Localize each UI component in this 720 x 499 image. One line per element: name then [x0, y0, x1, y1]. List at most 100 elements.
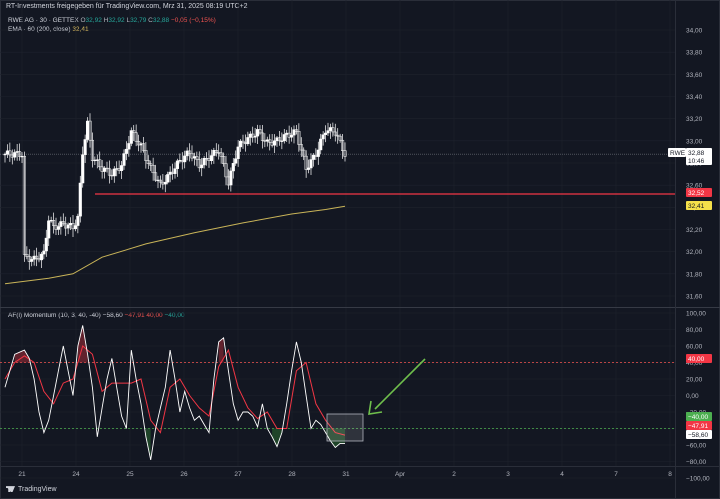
candle — [331, 122, 335, 137]
lower-band-tag: −40,00 — [688, 414, 708, 421]
candle-body — [190, 152, 194, 159]
candle-body — [188, 150, 192, 154]
candle-body — [251, 133, 255, 138]
candle-body — [175, 160, 179, 169]
candle — [246, 131, 250, 146]
candle-body — [3, 153, 7, 156]
candle — [195, 151, 199, 167]
candle — [214, 143, 218, 157]
tradingview-logo[interactable]: TradingView — [6, 486, 57, 493]
price-tick-label: 32,00 — [686, 249, 703, 256]
candle — [154, 164, 158, 182]
candle-body — [8, 150, 12, 156]
candle-body — [18, 151, 22, 157]
time-tick-label: 2 — [452, 471, 456, 478]
candle — [137, 134, 141, 152]
time-tick-label: 4 — [560, 471, 564, 478]
candle-body — [341, 139, 345, 151]
oscillator-legend: AF(l) Momentum (10, 3, 40, -40) −58,60 −… — [8, 312, 185, 319]
candle-body — [154, 172, 158, 181]
band-fill — [218, 337, 224, 363]
candle-body — [166, 174, 170, 183]
candle-body — [163, 181, 167, 185]
candle — [107, 160, 111, 184]
candle-body — [112, 168, 116, 177]
green-arrow[interactable] — [368, 358, 426, 415]
candle — [202, 155, 206, 169]
signal-tag: −47,91 — [688, 423, 708, 430]
candle — [183, 150, 187, 169]
candle — [18, 143, 22, 161]
candle — [124, 141, 128, 161]
open-value: 32,92 — [85, 17, 102, 24]
candle — [112, 166, 116, 183]
candle-body — [268, 139, 272, 143]
candle-body — [149, 163, 153, 166]
candle — [297, 123, 301, 152]
candle — [90, 132, 94, 168]
candle-body — [309, 159, 313, 169]
candle-body — [304, 155, 308, 170]
candle-body — [277, 137, 281, 142]
symbol-legend-row: RWE AG · 30 · GETTEX O32,92 H32,92 L32,7… — [8, 17, 216, 24]
candle — [343, 142, 347, 162]
upper-band-tag-bg — [686, 354, 712, 363]
candle-body — [56, 226, 60, 230]
osc-value-3: 40,00 — [146, 312, 163, 319]
candle — [163, 174, 167, 193]
candle-body — [290, 134, 294, 138]
candle — [166, 171, 170, 185]
candle — [81, 146, 85, 188]
candle-body — [280, 140, 284, 142]
time-tick-label: 26 — [180, 471, 188, 478]
price-tick-label: 33,00 — [686, 138, 703, 145]
symbol-label[interactable]: RWE AG · 30 · GETTEX — [8, 17, 79, 24]
grid — [0, 0, 675, 479]
oscillator-axis[interactable]: 100,0080,0060,0040,0020,000,00−20,00−40,… — [686, 311, 710, 483]
osc-tick-label: 100,00 — [686, 311, 706, 318]
candle-body — [307, 167, 311, 170]
publisher-caption: RT-Investments freigegeben für TradingVi… — [6, 3, 248, 10]
ema-label[interactable]: EMA · 60 (200, close) — [8, 26, 71, 33]
candle — [324, 125, 328, 143]
price-tick-label: 32,20 — [686, 227, 703, 234]
price-tick-label: 33,60 — [686, 72, 703, 79]
last-price-tag-bg — [686, 148, 712, 165]
oscillator-pane[interactable] — [0, 325, 675, 460]
candle-body — [292, 129, 296, 136]
osc-tick-label: 60,00 — [686, 344, 703, 351]
support-tag-bg — [686, 188, 712, 197]
highlight-box[interactable] — [326, 413, 364, 442]
lower-band-tag-bg — [686, 412, 712, 421]
brand-name: TradingView — [18, 486, 57, 493]
candle — [175, 158, 179, 177]
time-tick-label: 25 — [126, 471, 134, 478]
candle — [273, 134, 277, 154]
candle — [241, 134, 245, 149]
candle — [8, 142, 12, 162]
candle — [294, 125, 298, 135]
candle-body — [103, 167, 107, 172]
candle-body — [35, 255, 39, 259]
ema-legend-row: EMA · 60 (200, close) 32,41 — [8, 25, 216, 34]
time-axis[interactable]: 21 24 25 26 27 28 31 Apr 2 3 4 7 8 — [18, 471, 672, 478]
candle-body — [52, 220, 56, 226]
time-tick-label: 3 — [506, 471, 510, 478]
price-tick-label: 31,80 — [686, 271, 703, 278]
candle — [127, 135, 131, 157]
candle — [146, 155, 150, 170]
candle — [173, 162, 177, 179]
candle — [282, 129, 286, 144]
price-tick-label: 33,20 — [686, 116, 703, 123]
candle-body — [173, 168, 177, 174]
countdown-tag: 10:46 — [688, 158, 705, 165]
support-tag: 32,52 — [688, 190, 705, 197]
candle — [268, 134, 272, 151]
price-pane[interactable] — [0, 113, 675, 285]
candle-body — [129, 130, 133, 144]
candle — [341, 134, 345, 159]
band-fill — [325, 428, 345, 448]
oscillator-label[interactable]: AF(l) Momentum (10, 3, 40, -40) — [8, 312, 101, 319]
candle-body — [224, 163, 228, 178]
